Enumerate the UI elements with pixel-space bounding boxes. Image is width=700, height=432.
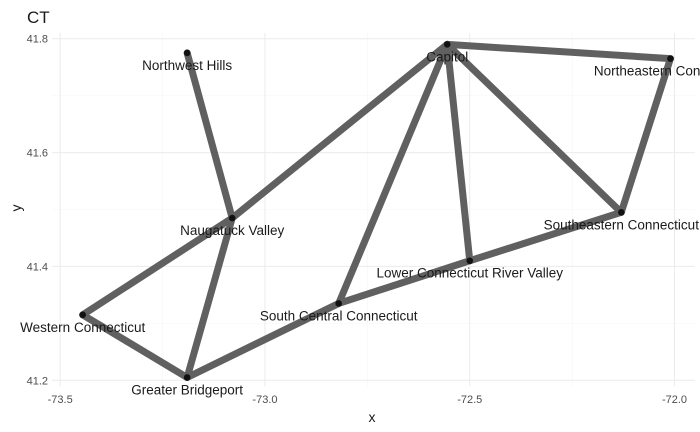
y-axis-ticks: 41.2 41.4 41.6 41.8 bbox=[27, 34, 48, 388]
network-edge bbox=[183, 214, 236, 381]
network-node bbox=[183, 49, 191, 57]
network-edge bbox=[443, 40, 674, 63]
y-tick-label: 41.6 bbox=[27, 148, 48, 160]
network-edge bbox=[79, 214, 236, 319]
minor-gridlines bbox=[52, 33, 695, 386]
node-label: South Central Connecticut bbox=[260, 308, 418, 323]
network-node bbox=[228, 214, 236, 222]
network-node bbox=[466, 257, 474, 265]
node-layer bbox=[79, 41, 674, 381]
node-label: Capitol bbox=[426, 49, 468, 64]
edge-layer bbox=[79, 40, 674, 381]
y-tick-label: 41.8 bbox=[27, 34, 48, 46]
x-axis-title: x bbox=[369, 409, 376, 425]
network-node bbox=[79, 311, 87, 319]
network-node bbox=[667, 55, 674, 62]
y-axis-title: y bbox=[8, 205, 24, 212]
y-tick-label: 41.4 bbox=[27, 261, 48, 273]
x-tick-label: -72.0 bbox=[662, 394, 687, 406]
node-label: Western Connecticut bbox=[20, 320, 145, 335]
network-edge bbox=[228, 40, 451, 222]
x-axis-ticks: -73.5 -73.0 -72.5 -72.0 bbox=[48, 394, 687, 406]
network-edge bbox=[466, 208, 625, 265]
network-edge bbox=[443, 40, 474, 265]
network-node bbox=[443, 41, 451, 48]
chart-title: CT bbox=[27, 8, 50, 27]
network-edge bbox=[617, 55, 674, 216]
node-label: Northeastern Connecticut bbox=[594, 64, 700, 79]
network-edge bbox=[335, 40, 451, 307]
network-edge bbox=[335, 257, 474, 307]
y-tick-label: 41.2 bbox=[27, 375, 48, 387]
x-tick-label: -73.0 bbox=[252, 394, 277, 406]
network-edge bbox=[183, 299, 343, 381]
node-label: Lower Connecticut River Valley bbox=[376, 266, 563, 281]
network-edge bbox=[183, 49, 236, 222]
network-edge bbox=[443, 40, 625, 216]
x-tick-label: -73.5 bbox=[48, 394, 73, 406]
network-node bbox=[617, 209, 625, 216]
network-edge bbox=[79, 311, 191, 381]
node-label: Southeastern Connecticut bbox=[544, 217, 700, 232]
network-node bbox=[183, 374, 191, 381]
network-node bbox=[335, 300, 342, 307]
node-label: Greater Bridgeport bbox=[131, 382, 243, 397]
x-tick-label: -72.5 bbox=[457, 394, 482, 406]
node-label: Naugatuck Valley bbox=[180, 223, 284, 238]
node-label: Northwest Hills bbox=[142, 58, 232, 73]
node-label-layer: Northwest Hills Capitol Northeastern Conne… bbox=[20, 49, 700, 397]
